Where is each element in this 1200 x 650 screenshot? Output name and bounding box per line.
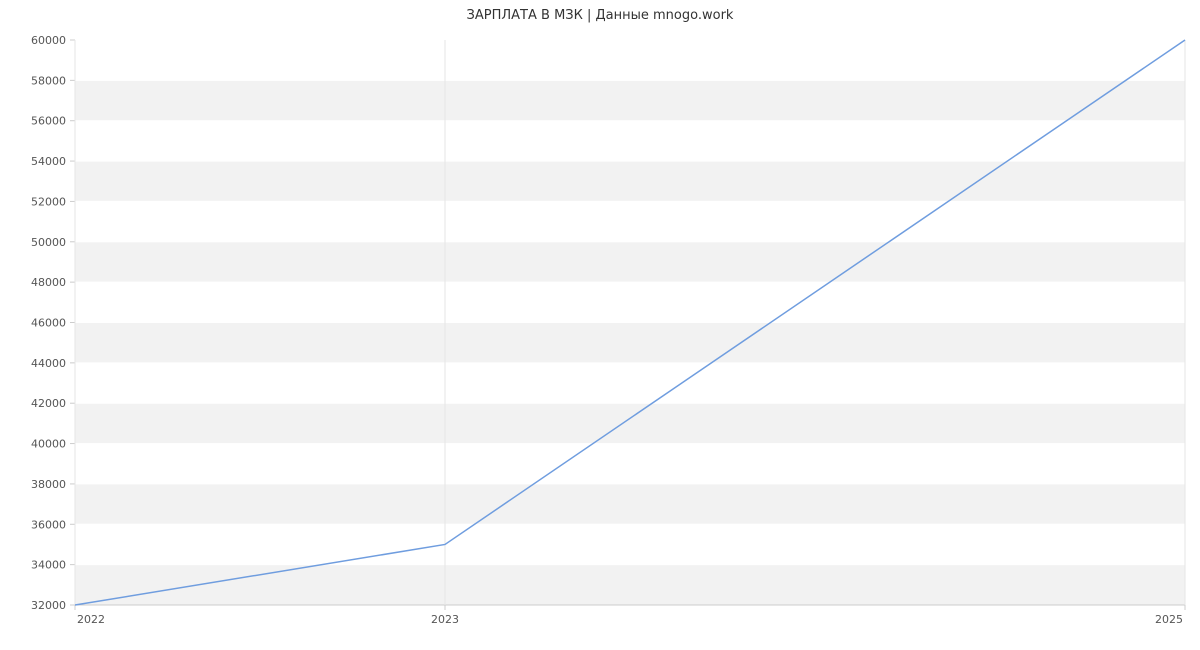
- y-tick-label: 38000: [31, 478, 66, 491]
- plot-band: [75, 323, 1185, 363]
- y-tick-label: 60000: [31, 34, 66, 47]
- y-tick-label: 36000: [31, 518, 66, 531]
- y-tick-label: 34000: [31, 559, 66, 572]
- x-tick-label: 2025: [1155, 613, 1183, 626]
- chart-title: ЗАРПЛАТА В МЗК | Данные mnogo.work: [0, 8, 1200, 23]
- y-tick-label: 54000: [31, 155, 66, 168]
- y-tick-label: 42000: [31, 397, 66, 410]
- chart-container: ЗАРПЛАТА В МЗК | Данные mnogo.work 32000…: [0, 0, 1200, 650]
- plot-band: [75, 565, 1185, 605]
- plot-band: [75, 161, 1185, 201]
- plot-band: [75, 80, 1185, 120]
- y-tick-label: 48000: [31, 276, 66, 289]
- line-chart: 32000 34000 36000 38000 40000 42000 44000 46000…: [0, 0, 1200, 650]
- y-tick-label: 44000: [31, 357, 66, 370]
- plot-band: [75, 484, 1185, 524]
- x-tick-label: 2023: [431, 613, 459, 626]
- x-tick-label: 2022: [77, 613, 105, 626]
- plot-band: [75, 403, 1185, 443]
- y-tick-label: 50000: [31, 236, 66, 249]
- y-tick-label: 58000: [31, 74, 66, 87]
- plot-band: [75, 242, 1185, 282]
- y-tick-label: 32000: [31, 599, 66, 612]
- y-tick-label: 40000: [31, 438, 66, 451]
- y-tick-label: 52000: [31, 195, 66, 208]
- y-tick-label: 46000: [31, 317, 66, 330]
- y-tick-label: 56000: [31, 115, 66, 128]
